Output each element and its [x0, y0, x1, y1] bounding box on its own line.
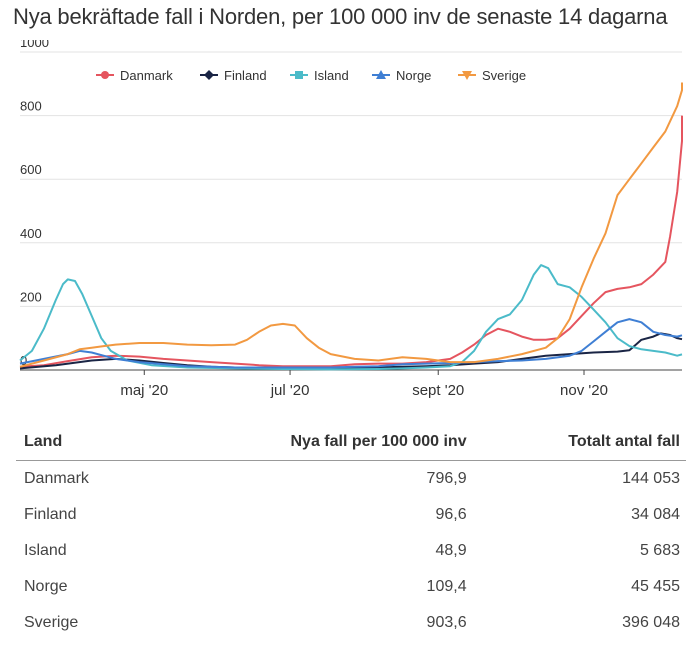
y-tick-label: 600: [20, 162, 42, 177]
legend-label-sverige: Sverige: [482, 68, 526, 83]
cell-total-cases: 144 053: [622, 470, 680, 487]
y-tick-label: 800: [20, 99, 42, 114]
header-land: Land: [16, 424, 150, 461]
series-line-norge: [19, 318, 683, 369]
table-row: Finland 96,6 34 084: [16, 497, 686, 533]
chart-title: Nya bekräftade fall i Norden, per 100 00…: [13, 4, 668, 29]
cell-country: Sverige: [24, 614, 79, 631]
cell-total-cases: 45 455: [631, 578, 680, 595]
cell-country: Norge: [24, 578, 68, 595]
legend-marker-triangle-down: [462, 71, 472, 80]
cell-total-cases: 5 683: [639, 542, 680, 559]
y-tick-label: 200: [20, 289, 42, 304]
cell-new-cases: 48,9: [435, 542, 467, 559]
legend-label-island: Island: [314, 68, 349, 83]
line-chart: 0 200 400 600 800 1000 maj '20 jul '20 sept '20 n…: [19, 40, 683, 399]
table-header-row: Land Nya fall per 100 000 inv Totalt ant…: [16, 424, 686, 461]
y-tick-label: 400: [20, 226, 42, 241]
series-line-island: [19, 264, 683, 371]
table-row: Island 48,9 5 683: [16, 533, 686, 569]
legend-marker-circle: [101, 71, 109, 79]
table-row: Danmark 796,9 144 053: [16, 461, 686, 498]
y-tick-label: 1000: [20, 40, 49, 50]
legend-label-norge: Norge: [396, 68, 431, 83]
x-tick-label: maj '20: [120, 382, 168, 399]
cell-country: Island: [24, 542, 67, 559]
x-tick-label: sept '20: [412, 382, 464, 399]
cell-new-cases: 796,9: [426, 470, 467, 487]
legend-marker-diamond: [204, 70, 214, 80]
series-line-sverige: [19, 82, 683, 368]
cell-new-cases: 109,4: [426, 578, 467, 595]
cell-country: Finland: [24, 506, 77, 523]
header-new-cases: Nya fall per 100 000 inv: [149, 424, 473, 461]
cell-new-cases: 903,6: [426, 614, 467, 631]
legend-label-finland: Finland: [224, 68, 267, 83]
x-tick-label: nov '20: [560, 382, 608, 399]
series-line-danmark: [19, 115, 683, 368]
table-row: Norge 109,4 45 455: [16, 569, 686, 605]
cell-new-cases: 96,6: [435, 506, 467, 523]
y-tick-label: 0: [20, 353, 27, 368]
cell-total-cases: 34 084: [631, 506, 680, 523]
header-total-cases: Totalt antal fall: [472, 424, 686, 461]
x-tick-label: jul '20: [270, 382, 310, 399]
cases-table: Land Nya fall per 100 000 inv Totalt ant…: [16, 424, 686, 641]
cell-total-cases: 396 048: [622, 614, 680, 631]
cell-country: Danmark: [24, 470, 89, 487]
series-line-finland: [19, 332, 683, 370]
table-row: Sverige 903,6 396 048: [16, 605, 686, 641]
legend-marker-square: [295, 71, 303, 79]
legend-label-danmark: Danmark: [120, 68, 173, 83]
legend-marker-triangle: [376, 70, 386, 79]
